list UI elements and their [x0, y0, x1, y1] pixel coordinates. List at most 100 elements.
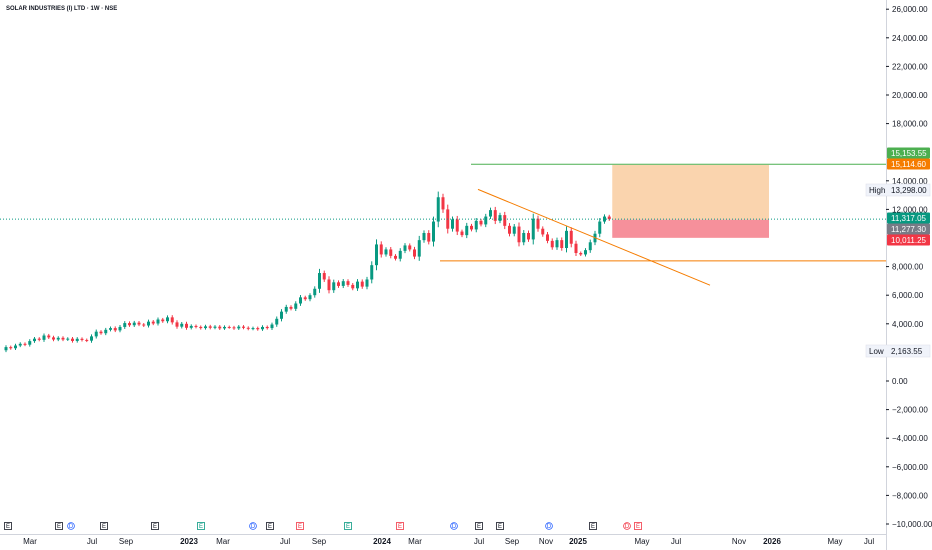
- candle-body: [227, 326, 231, 328]
- extreme-tag-label: High: [869, 186, 885, 195]
- event-letter: D: [251, 524, 256, 530]
- candle-body: [113, 328, 117, 331]
- candle-body: [123, 323, 127, 327]
- time-axis-label: Mar: [408, 537, 422, 546]
- candle-body: [204, 326, 207, 329]
- event-letter: E: [102, 524, 106, 530]
- candle-body: [47, 335, 51, 338]
- event-letter: E: [498, 524, 502, 530]
- candle-body: [18, 343, 22, 346]
- candle-body: [270, 324, 274, 329]
- candle-body: [550, 240, 554, 248]
- candle-body: [465, 225, 469, 236]
- candle-body: [9, 347, 13, 349]
- price-tick-label: 4,000.00: [892, 320, 924, 329]
- price-tick-label: 14,000.00: [892, 177, 928, 186]
- price-axis[interactable]: 26,000.00 24,000.00 22,000.00 20,000.00 18,0…: [886, 5, 932, 529]
- candle-body: [389, 249, 393, 256]
- candle-body: [303, 297, 307, 300]
- extreme-tag: [865, 344, 931, 358]
- time-axis-label: Sep: [312, 537, 327, 546]
- candle-body: [56, 337, 60, 340]
- candle-body: [565, 230, 568, 249]
- time-axis-label: Jul: [864, 537, 874, 546]
- candle-body: [484, 216, 488, 225]
- candle-body: [332, 282, 336, 291]
- position-target-zone: [612, 164, 769, 220]
- event-letter: D: [69, 524, 74, 530]
- candle-body: [546, 234, 549, 241]
- extreme-tag: [865, 183, 931, 197]
- earnings-event-icon: [4, 522, 12, 530]
- candle-body: [128, 323, 131, 326]
- candle-body: [137, 322, 141, 325]
- candle-body: [351, 284, 355, 289]
- candle-body: [175, 322, 179, 327]
- candle-body: [337, 282, 340, 286]
- candle-body: [75, 338, 79, 341]
- candle-body: [308, 295, 312, 300]
- candle-body: [588, 242, 592, 251]
- candle-body: [170, 317, 174, 323]
- time-axis[interactable]: Mar Jul Sep 2023 Mar Jul Sep 2024 Mar Jul Sep Nov 20…: [23, 537, 874, 546]
- price-badge: [887, 147, 930, 159]
- earnings-event-icon: [634, 522, 642, 530]
- candle-body: [427, 232, 431, 242]
- chart-title: SOLAR INDUSTRIES (I) LTD · 1W · NSE: [6, 6, 117, 12]
- time-axis-label: 2026: [763, 537, 781, 546]
- candle-body: [42, 335, 46, 340]
- price-tick-label: −6,000.00: [892, 463, 928, 472]
- candle-body: [451, 219, 454, 229]
- candle-body: [104, 329, 108, 334]
- candle-body: [584, 250, 587, 255]
- event-letter: E: [199, 524, 203, 530]
- time-axis-label: Jul: [280, 537, 290, 546]
- candle-body: [603, 216, 606, 222]
- candle-body: [99, 331, 103, 334]
- candle-body: [579, 253, 583, 255]
- candle-body: [536, 218, 540, 229]
- price-tick-label: −2,000.00: [892, 406, 928, 415]
- candle-body: [493, 210, 497, 221]
- candle-body: [574, 243, 578, 254]
- dividend-event-icon: [249, 522, 257, 530]
- candle-body: [132, 322, 136, 326]
- trendline: [477, 188, 711, 286]
- candle-body: [199, 326, 203, 329]
- candle-body: [142, 324, 146, 326]
- price-badges: 15,153.55 15,114.60 11,317.05 11,277.30 10,0…: [887, 147, 930, 246]
- candle-body: [90, 336, 93, 341]
- candle-body: [375, 244, 378, 266]
- price-badge: [887, 234, 930, 246]
- dividend-event-icon: [67, 522, 75, 530]
- plot-area[interactable]: [0, 163, 886, 353]
- event-letter: E: [57, 524, 61, 530]
- candle-body: [80, 338, 84, 340]
- candle-body: [512, 226, 516, 234]
- time-axis-label: Jul: [87, 537, 97, 546]
- candle-body: [384, 249, 388, 255]
- earnings-event-icon: [266, 522, 274, 530]
- candle-body: [517, 226, 521, 243]
- price-badge-value: 15,114.60: [891, 160, 927, 169]
- candle-body: [33, 338, 36, 342]
- candle-body: [161, 319, 165, 322]
- candle-body: [470, 225, 473, 230]
- candle-body: [356, 281, 359, 289]
- dividend-event-icon: [545, 522, 553, 530]
- event-letter: E: [591, 524, 595, 530]
- price-tick-label: 22,000.00: [892, 62, 928, 71]
- candle-body: [432, 221, 435, 242]
- candle-body: [289, 306, 293, 309]
- candle-body: [360, 281, 364, 287]
- event-letter: E: [6, 524, 10, 530]
- candle-body: [341, 281, 345, 286]
- event-letter: E: [398, 524, 402, 530]
- extreme-tag-label: Low: [869, 347, 884, 356]
- candle-body: [508, 225, 511, 234]
- price-badge-value: 15,153.55: [891, 149, 927, 158]
- price-tick-label: −4,000.00: [892, 434, 928, 443]
